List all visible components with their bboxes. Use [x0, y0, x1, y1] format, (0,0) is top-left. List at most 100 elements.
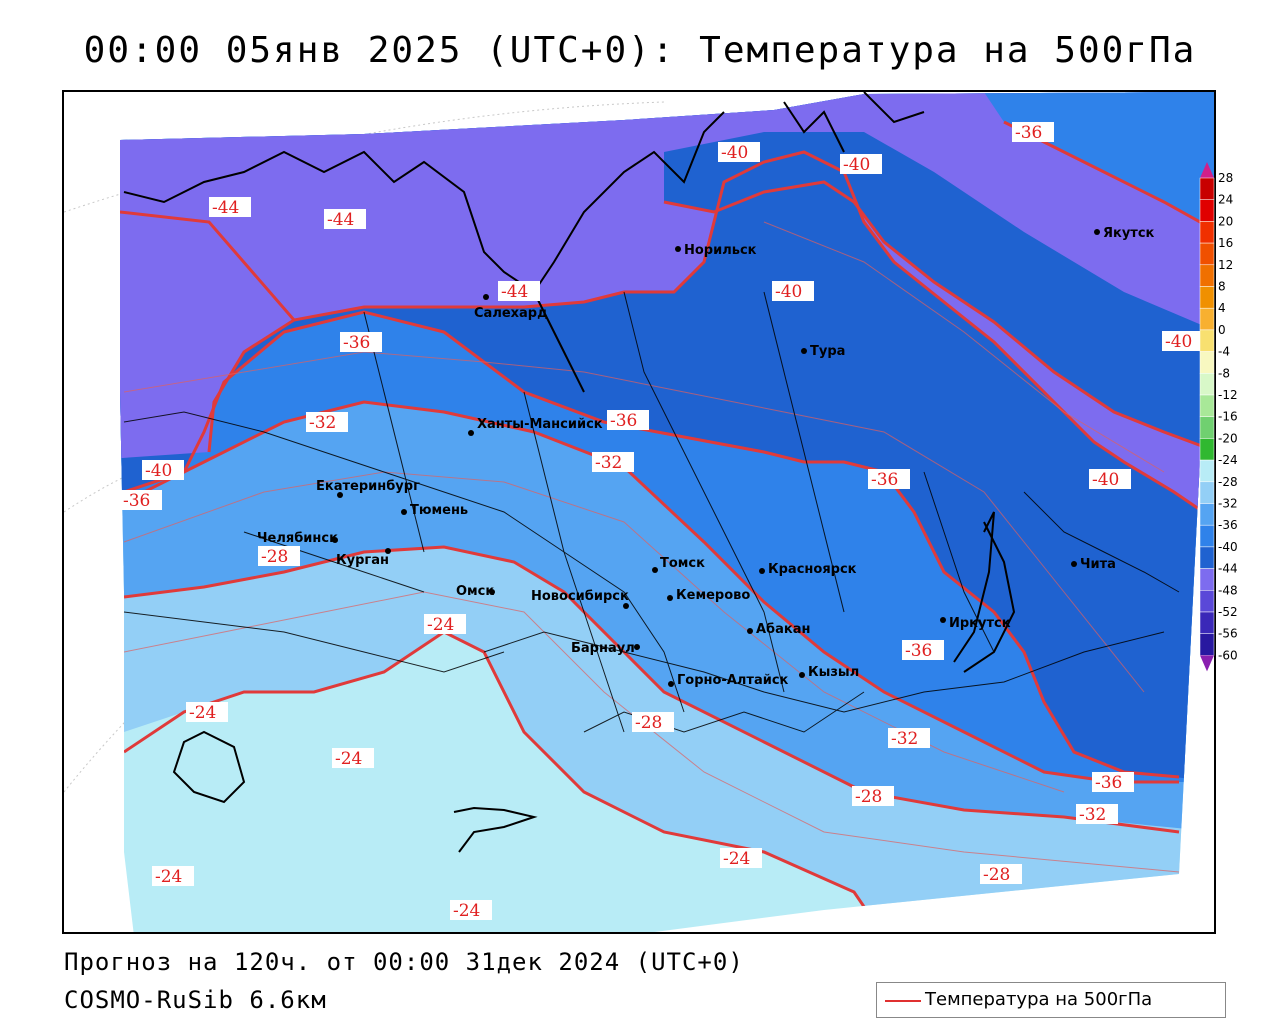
- iso-label: -36: [1092, 772, 1134, 793]
- svg-text:Ханты-Мансийск: Ханты-Мансийск: [477, 417, 603, 432]
- svg-text:Чита: Чита: [1080, 557, 1116, 572]
- svg-text:-44: -44: [212, 198, 239, 218]
- model-name: COSMO-RuSib 6.6км: [64, 986, 327, 1014]
- svg-text:-36: -36: [1015, 123, 1042, 143]
- coastlines: [123, 92, 1016, 853]
- colorbar-cell: [1199, 264, 1215, 287]
- svg-text:-36: -36: [905, 641, 932, 661]
- svg-text:-24: -24: [335, 749, 362, 769]
- svg-text:-32: -32: [1079, 805, 1106, 825]
- colorbar-tick-label: -52: [1218, 605, 1238, 619]
- svg-text:Абакан: Абакан: [756, 622, 811, 637]
- svg-text:-36: -36: [610, 411, 637, 431]
- iso-label: -28: [852, 786, 894, 807]
- colorbar-cell: [1199, 438, 1215, 461]
- colorbar-tick-label: -24: [1218, 453, 1238, 467]
- iso-label: -40: [1089, 469, 1131, 490]
- iso-label: -36: [607, 410, 649, 431]
- colorbar-tick-label: 20: [1218, 214, 1233, 228]
- colorbar-tick-label: -44: [1218, 562, 1238, 576]
- svg-text:Тюмень: Тюмень: [410, 503, 468, 518]
- iso-label: -40: [718, 142, 760, 163]
- svg-text:-44: -44: [501, 282, 528, 302]
- svg-text:Норильск: Норильск: [684, 243, 757, 258]
- svg-text:-24: -24: [427, 615, 454, 635]
- city-gorno-altaysk: Горно-Алтайск: [668, 673, 789, 688]
- colorbar-cell: [1199, 524, 1215, 548]
- svg-text:-28: -28: [261, 547, 288, 567]
- svg-text:-36: -36: [343, 333, 370, 353]
- iso-label: -32: [1076, 804, 1118, 825]
- colorbar-tick-label: -32: [1218, 497, 1238, 511]
- svg-text:-40: -40: [145, 461, 172, 481]
- svg-text:-36: -36: [871, 470, 898, 490]
- map-panel: Норильск Якутск Салехард Тура Ханты-Манс…: [62, 90, 1216, 934]
- city-kyzyl: Кызыл: [799, 665, 859, 680]
- svg-text:Томск: Томск: [660, 556, 705, 571]
- svg-text:-24: -24: [723, 849, 750, 869]
- iso-label: -32: [888, 728, 930, 749]
- svg-text:-40: -40: [721, 143, 748, 163]
- map-title: 00:00 05янв 2025 (UTC+0): Температура на…: [83, 30, 1197, 71]
- colorbar-cell: [1199, 373, 1215, 396]
- colorbar-cell: [1199, 329, 1215, 352]
- city-omsk: Омск: [456, 584, 495, 599]
- svg-text:-40: -40: [775, 282, 802, 302]
- iso-label: -36: [340, 332, 382, 353]
- city-chelyabinsk: Челябинск: [257, 531, 338, 546]
- svg-text:Челябинск: Челябинск: [257, 531, 338, 546]
- colorbar-cell: [1199, 307, 1215, 331]
- iso-label: -28: [980, 864, 1022, 885]
- iso-label: -28: [632, 712, 674, 733]
- svg-text:-24: -24: [155, 867, 182, 887]
- svg-text:Кемерово: Кемерово: [676, 588, 750, 603]
- temperature-map: Норильск Якутск Салехард Тура Ханты-Манс…: [64, 92, 1214, 932]
- colorbar-tick-label: 28: [1218, 171, 1233, 185]
- map-legend: Температура на 500гПа: [876, 982, 1226, 1018]
- colorbar-max-arrow: [1200, 162, 1214, 178]
- iso-label: -24: [720, 848, 762, 869]
- svg-text:Барнаул: Барнаул: [571, 641, 635, 656]
- colorbar-cell: [1199, 459, 1215, 483]
- svg-text:-32: -32: [309, 413, 336, 433]
- isoline-labels: -44 -44 -44 -40 -40 -40 -40 -40 -40 -36 …: [120, 122, 1204, 921]
- colorbar-cell: [1199, 177, 1215, 200]
- city-chita: Чита: [1071, 557, 1116, 572]
- iso-label: -36: [902, 640, 944, 661]
- iso-label: -40: [840, 154, 882, 175]
- colorbar-tick-label: -56: [1218, 627, 1238, 641]
- iso-label: -28: [258, 546, 300, 567]
- city-salekhard: Салехард: [474, 294, 548, 321]
- colorbar-tick-label: -4: [1218, 345, 1230, 359]
- colorbar-tick-label: -28: [1218, 475, 1238, 489]
- iso-label: -24: [152, 866, 194, 887]
- colorbar-cell: [1199, 590, 1215, 613]
- city-barnaul: Барнаул: [571, 641, 640, 656]
- colorbar-tick-label: -20: [1218, 431, 1238, 445]
- svg-text:-28: -28: [635, 713, 662, 733]
- svg-text:-36: -36: [1095, 773, 1122, 793]
- colorbar-tick-label: -40: [1218, 540, 1238, 554]
- colorbar-tick-label: 4: [1218, 301, 1226, 315]
- colorbar-tick-label: 16: [1218, 236, 1233, 250]
- colorbar-cell: [1199, 416, 1215, 439]
- svg-text:Горно-Алтайск: Горно-Алтайск: [677, 673, 789, 688]
- iso-label: -36: [120, 490, 162, 511]
- colorbar-cell: [1199, 394, 1215, 417]
- iso-label: -44: [498, 281, 540, 302]
- colorbar-cell: [1199, 503, 1215, 526]
- colorbar-cell: [1199, 568, 1215, 591]
- colorbar-cell: [1199, 221, 1215, 244]
- colorbar-cell: [1199, 351, 1215, 374]
- legend-label: Температура на 500гПа: [925, 989, 1153, 1010]
- colorbar-cell: [1199, 633, 1215, 656]
- svg-text:-28: -28: [983, 865, 1010, 885]
- iso-label: -44: [209, 197, 251, 218]
- svg-text:-44: -44: [327, 210, 354, 230]
- city-norilsk: Норильск: [675, 243, 757, 258]
- city-tura: Тура: [801, 344, 845, 359]
- colorbar-cell: [1199, 286, 1215, 309]
- svg-text:Омск: Омск: [456, 584, 494, 599]
- svg-text:-40: -40: [1092, 470, 1119, 490]
- colorbar-ticks: 28 24 20 16 12 8 4 0 -4 -8 -12 -16 -20 -24 -28 -32 -36 -4…: [1218, 171, 1238, 662]
